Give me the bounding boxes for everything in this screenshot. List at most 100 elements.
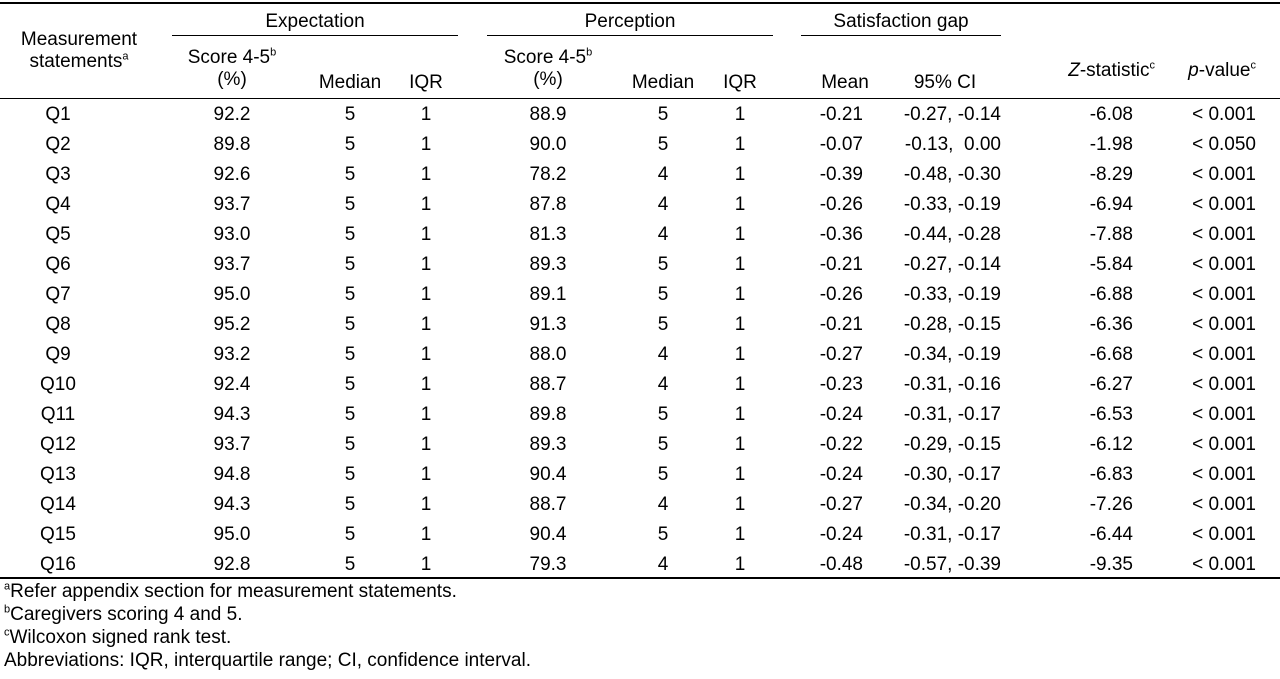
table-row: Q1 92.2 5 1 88.9 5 1 -0.21 -0.27, -0.14 -6.08 < 0.… bbox=[0, 100, 1280, 130]
cell-exp-score: 93.7 bbox=[213, 434, 251, 455]
cell-mean: -0.24 bbox=[819, 404, 863, 425]
header-p-italic: p bbox=[1188, 60, 1199, 81]
table-row: Q16 92.8 5 1 79.3 4 1 -0.48 -0.57, -0.39 -9.35 < 0… bbox=[0, 550, 1280, 580]
header-exp-median: Median bbox=[318, 72, 382, 93]
cell-ci: -0.30, -0.17 bbox=[903, 464, 1001, 485]
cell-exp-score: 95.0 bbox=[213, 524, 251, 545]
cell-exp-median: 5 bbox=[344, 554, 356, 575]
cell-ci: -0.34, -0.19 bbox=[903, 344, 1001, 365]
cell-mean: -0.21 bbox=[819, 104, 863, 125]
header-exp-score-line1: Score 4-5 bbox=[187, 47, 271, 68]
cell-ci: -0.57, -0.39 bbox=[903, 554, 1001, 575]
cell-q: Q9 bbox=[45, 344, 71, 365]
header-ci: 95% CI bbox=[913, 72, 977, 93]
table-row: Q14 94.3 5 1 88.7 4 1 -0.27 -0.34, -0.20 -7.26 < 0… bbox=[0, 490, 1280, 520]
cell-exp-iqr: 1 bbox=[420, 374, 432, 395]
cell-p: < 0.001 bbox=[1192, 494, 1256, 515]
table-bottom-rule bbox=[0, 577, 1280, 579]
cell-exp-score: 92.4 bbox=[213, 374, 251, 395]
cell-exp-iqr: 1 bbox=[420, 554, 432, 575]
cell-ci: -0.33, -0.19 bbox=[903, 284, 1001, 305]
cell-mean: -0.26 bbox=[819, 194, 863, 215]
cell-exp-iqr: 1 bbox=[420, 494, 432, 515]
cell-z: -9.35 bbox=[1089, 554, 1133, 575]
footnote-b: bCaregivers scoring 4 and 5. bbox=[4, 603, 531, 626]
table-row: Q13 94.8 5 1 90.4 5 1 -0.24 -0.30, -0.17 -6.83 < 0… bbox=[0, 460, 1280, 490]
cell-per-median: 5 bbox=[657, 254, 669, 275]
header-exp-score: Score 4-5b (%) bbox=[172, 47, 292, 91]
cell-ci: -0.27, -0.14 bbox=[903, 104, 1001, 125]
footnote-marker-b: b bbox=[270, 46, 277, 59]
cell-exp-median: 5 bbox=[344, 164, 356, 185]
header-expectation: Expectation bbox=[265, 11, 365, 32]
header-mean: Mean bbox=[821, 72, 869, 93]
cell-q: Q13 bbox=[40, 464, 76, 485]
cell-ci: -0.28, -0.15 bbox=[903, 314, 1001, 335]
cell-per-score: 88.7 bbox=[529, 494, 567, 515]
cell-ci: -0.27, -0.14 bbox=[903, 254, 1001, 275]
cell-per-score: 79.3 bbox=[529, 554, 567, 575]
cell-per-median: 5 bbox=[657, 524, 669, 545]
table-row: Q11 94.3 5 1 89.8 5 1 -0.24 -0.31, -0.17 -6.53 < 0… bbox=[0, 400, 1280, 430]
table-row: Q7 95.0 5 1 89.1 5 1 -0.26 -0.33, -0.19 -6.88 < 0.… bbox=[0, 280, 1280, 310]
cell-exp-iqr: 1 bbox=[420, 164, 432, 185]
cell-p: < 0.001 bbox=[1192, 554, 1256, 575]
cell-exp-score: 94.8 bbox=[213, 464, 251, 485]
cell-exp-score: 93.0 bbox=[213, 224, 251, 245]
header-per-score-line2: (%) bbox=[533, 69, 563, 90]
cell-ci: -0.33, -0.19 bbox=[903, 194, 1001, 215]
header-p-value: p-valuec bbox=[1160, 60, 1256, 82]
cell-per-iqr: 1 bbox=[734, 164, 746, 185]
satisfaction-gap-underline bbox=[801, 35, 1001, 36]
table-row: Q8 95.2 5 1 91.3 5 1 -0.21 -0.28, -0.15 -6.36 < 0.… bbox=[0, 310, 1280, 340]
cell-q: Q16 bbox=[40, 554, 76, 575]
header-measurement-line2-text: statements bbox=[29, 51, 123, 72]
header-measurement-line2: statementsa bbox=[4, 51, 154, 73]
cell-per-iqr: 1 bbox=[734, 134, 746, 155]
cell-per-iqr: 1 bbox=[734, 404, 746, 425]
table-row: Q6 93.7 5 1 89.3 5 1 -0.21 -0.27, -0.14 -5.84 < 0.… bbox=[0, 250, 1280, 280]
header-z-statistic: Z-statisticc bbox=[1010, 60, 1155, 82]
cell-exp-iqr: 1 bbox=[420, 224, 432, 245]
cell-p: < 0.050 bbox=[1192, 134, 1256, 155]
cell-exp-iqr: 1 bbox=[420, 104, 432, 125]
header-bottom-rule bbox=[0, 98, 1280, 99]
cell-per-score: 89.1 bbox=[529, 284, 567, 305]
cell-p: < 0.001 bbox=[1192, 164, 1256, 185]
cell-q: Q15 bbox=[40, 524, 76, 545]
cell-exp-median: 5 bbox=[344, 134, 356, 155]
cell-z: -6.36 bbox=[1089, 314, 1133, 335]
cell-ci: -0.31, -0.16 bbox=[903, 374, 1001, 395]
cell-p: < 0.001 bbox=[1192, 434, 1256, 455]
cell-z: -6.94 bbox=[1089, 194, 1133, 215]
cell-per-score: 89.8 bbox=[529, 404, 567, 425]
cell-p: < 0.001 bbox=[1192, 404, 1256, 425]
cell-mean: -0.24 bbox=[819, 464, 863, 485]
cell-exp-median: 5 bbox=[344, 284, 356, 305]
header-exp-score-line2: (%) bbox=[217, 69, 247, 90]
cell-exp-iqr: 1 bbox=[420, 194, 432, 215]
header-measurement-statements: Measurement statementsa bbox=[4, 29, 154, 73]
cell-mean: -0.21 bbox=[819, 254, 863, 275]
cell-q: Q12 bbox=[40, 434, 76, 455]
cell-exp-score: 92.2 bbox=[213, 104, 251, 125]
cell-exp-median: 5 bbox=[344, 434, 356, 455]
cell-per-median: 5 bbox=[657, 314, 669, 335]
cell-ci: -0.34, -0.20 bbox=[903, 494, 1001, 515]
cell-p: < 0.001 bbox=[1192, 314, 1256, 335]
header-p-rest: -value bbox=[1198, 60, 1251, 81]
cell-per-median: 4 bbox=[657, 494, 669, 515]
cell-z: -6.44 bbox=[1089, 524, 1133, 545]
cell-exp-median: 5 bbox=[344, 314, 356, 335]
cell-per-iqr: 1 bbox=[734, 284, 746, 305]
cell-z: -6.08 bbox=[1089, 104, 1133, 125]
cell-per-iqr: 1 bbox=[734, 194, 746, 215]
cell-q: Q14 bbox=[40, 494, 76, 515]
cell-z: -6.88 bbox=[1089, 284, 1133, 305]
header-perception: Perception bbox=[584, 11, 676, 32]
cell-z: -8.29 bbox=[1089, 164, 1133, 185]
cell-ci: -0.31, -0.17 bbox=[903, 524, 1001, 545]
table-row: Q15 95.0 5 1 90.4 5 1 -0.24 -0.31, -0.17 -6.44 < 0… bbox=[0, 520, 1280, 550]
footnote-marker-c: c bbox=[1250, 59, 1257, 72]
